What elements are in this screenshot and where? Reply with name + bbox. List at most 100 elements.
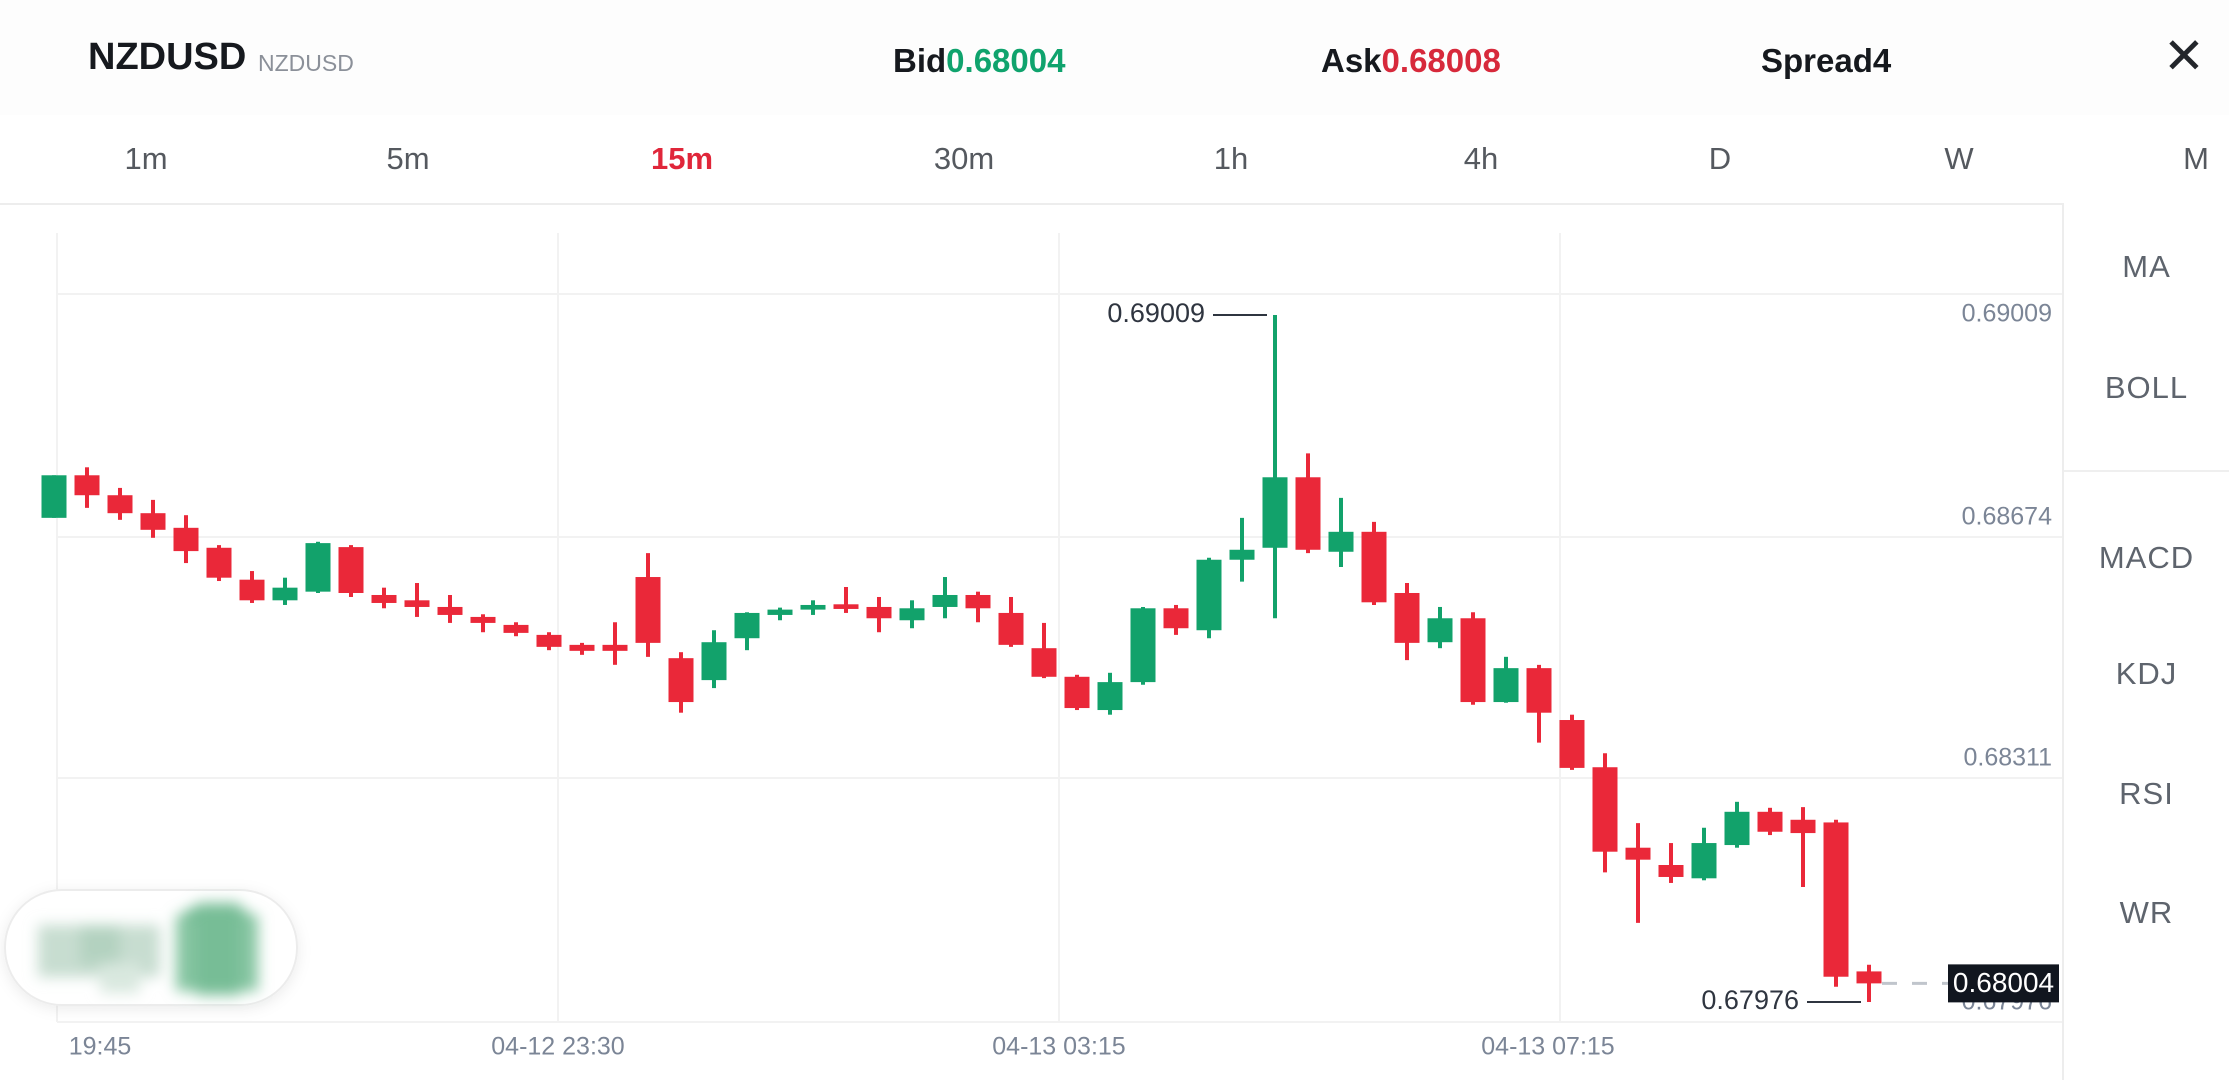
- ask-quote: Ask0.68008: [1321, 42, 1501, 80]
- tab-1h[interactable]: 1h: [1213, 141, 1249, 176]
- candle-body: [569, 644, 595, 651]
- candle-body: [668, 658, 694, 703]
- tab-30m[interactable]: 30m: [933, 141, 995, 176]
- candle-body: [371, 594, 397, 603]
- candle-body: [1658, 864, 1684, 877]
- tab-5m[interactable]: 5m: [386, 141, 430, 176]
- candle-body: [1592, 767, 1618, 852]
- bid-value: 0.68004: [946, 42, 1066, 79]
- candle-body: [74, 475, 100, 496]
- candles: [41, 315, 1882, 1002]
- indicator-macd[interactable]: MACD: [2098, 540, 2195, 575]
- watermark-pill: [4, 889, 298, 1006]
- candle-body: [1691, 843, 1717, 879]
- candle-body: [701, 642, 727, 681]
- candle-body: [1229, 549, 1255, 560]
- candle-body: [866, 606, 892, 619]
- candle-body: [833, 604, 859, 609]
- indicator-wr[interactable]: WR: [2119, 895, 2174, 930]
- candle-body: [41, 475, 67, 518]
- indicator-boll[interactable]: BOLL: [2104, 370, 2189, 405]
- indicator-ma[interactable]: MA: [2122, 249, 2171, 284]
- candle-body: [1130, 608, 1156, 683]
- candle-body: [1460, 618, 1486, 703]
- candle-body: [932, 594, 958, 607]
- spread-label: Spread: [1761, 42, 1873, 79]
- candle-body: [206, 547, 232, 578]
- candle-body: [1064, 676, 1090, 709]
- tab-15m[interactable]: 15m: [650, 141, 714, 176]
- candle-body: [1790, 819, 1816, 834]
- tab-D[interactable]: D: [1708, 141, 1732, 176]
- chart-pane: 0.69009 0.68674 0.68311 0.67976 19:45 04-12 2…: [0, 203, 2062, 1080]
- symbol-subtitle: NZDUSD: [258, 50, 354, 76]
- time-axis-label: 19:45: [69, 1033, 132, 1061]
- candle-body: [1097, 682, 1123, 711]
- tab-W[interactable]: W: [1944, 141, 1974, 176]
- header-bar: NZDUSD NZDUSD Bid0.68004 Ask0.68008 Spre…: [0, 0, 2229, 116]
- grid: [56, 233, 2062, 1023]
- candle-body: [1163, 608, 1189, 629]
- bid-quote: Bid0.68004: [893, 42, 1065, 80]
- candle-body: [1757, 811, 1783, 832]
- candlestick-chart: 0.69009 0.68674 0.68311 0.67976 19:45 04-12 2…: [4, 233, 2062, 1061]
- candle-body: [899, 608, 925, 621]
- candle-body: [437, 606, 463, 615]
- candle-body: [635, 577, 661, 643]
- candle-body: [1262, 477, 1288, 548]
- candle-body: [767, 609, 793, 615]
- indicator-rsi[interactable]: RSI: [2119, 776, 2174, 811]
- candle-body: [338, 547, 364, 593]
- candle-body: [173, 527, 199, 552]
- candle-body: [1559, 720, 1585, 768]
- candle-body: [1493, 668, 1519, 703]
- candle-body: [1856, 971, 1882, 984]
- spread-value: 4: [1872, 42, 1892, 79]
- symbol-title: NZDUSD: [88, 36, 247, 78]
- candle-body: [734, 612, 760, 639]
- candle-body: [503, 624, 529, 633]
- current-price-badge: [1948, 964, 2059, 1003]
- candle-body: [965, 594, 991, 609]
- spread-quote: Spread4: [1761, 42, 1891, 80]
- candle-body: [1295, 477, 1321, 550]
- ask-value: 0.68008: [1381, 42, 1501, 79]
- time-axis-label: 04-13 07:15: [1481, 1033, 1614, 1061]
- candle-body: [470, 616, 496, 623]
- candle-body: [1394, 592, 1420, 643]
- tab-1m[interactable]: 1m: [124, 141, 168, 176]
- candle-body: [602, 644, 628, 651]
- candle-body: [140, 513, 166, 530]
- candle-body: [305, 543, 331, 592]
- tab-4h[interactable]: 4h: [1463, 141, 1499, 176]
- indicator-kdj[interactable]: KDJ: [2115, 656, 2178, 691]
- high-annotation-label: 0.69009: [1107, 298, 1205, 328]
- low-annotation-label: 0.67976: [1701, 985, 1799, 1015]
- candle-body: [1427, 618, 1453, 643]
- ask-label: Ask: [1321, 42, 1382, 79]
- indicator-sidebar: MA BOLL MACD KDJ RSI WR: [2062, 203, 2229, 1080]
- tab-M[interactable]: M: [2183, 141, 2209, 176]
- candle-body: [800, 604, 826, 610]
- price-axis-label: 0.68311: [1963, 744, 2052, 772]
- current-price-value: 0.68004: [1953, 967, 2054, 998]
- watermark-logo-blurred: [38, 903, 258, 995]
- candle-body: [404, 600, 430, 607]
- close-icon[interactable]: ✕: [2146, 18, 2222, 94]
- candle-body: [107, 495, 133, 514]
- bid-label: Bid: [893, 42, 947, 79]
- time-axis-label: 04-13 03:15: [992, 1033, 1125, 1061]
- price-axis-label: 0.69009: [1962, 300, 2052, 328]
- timeframe-tabbar: 1m 5m 15m 30m 1h 4h D W M: [0, 115, 2229, 205]
- candle-body: [1031, 648, 1057, 677]
- candle-body: [1328, 531, 1354, 552]
- candle-body: [536, 634, 562, 647]
- price-axis-label: 0.68674: [1962, 503, 2052, 531]
- candle-body: [1724, 811, 1750, 846]
- sidebar-divider: [2064, 470, 2229, 472]
- time-axis-label: 04-12 23:30: [491, 1033, 624, 1061]
- candle-body: [1625, 847, 1651, 860]
- candle-body: [1526, 668, 1552, 713]
